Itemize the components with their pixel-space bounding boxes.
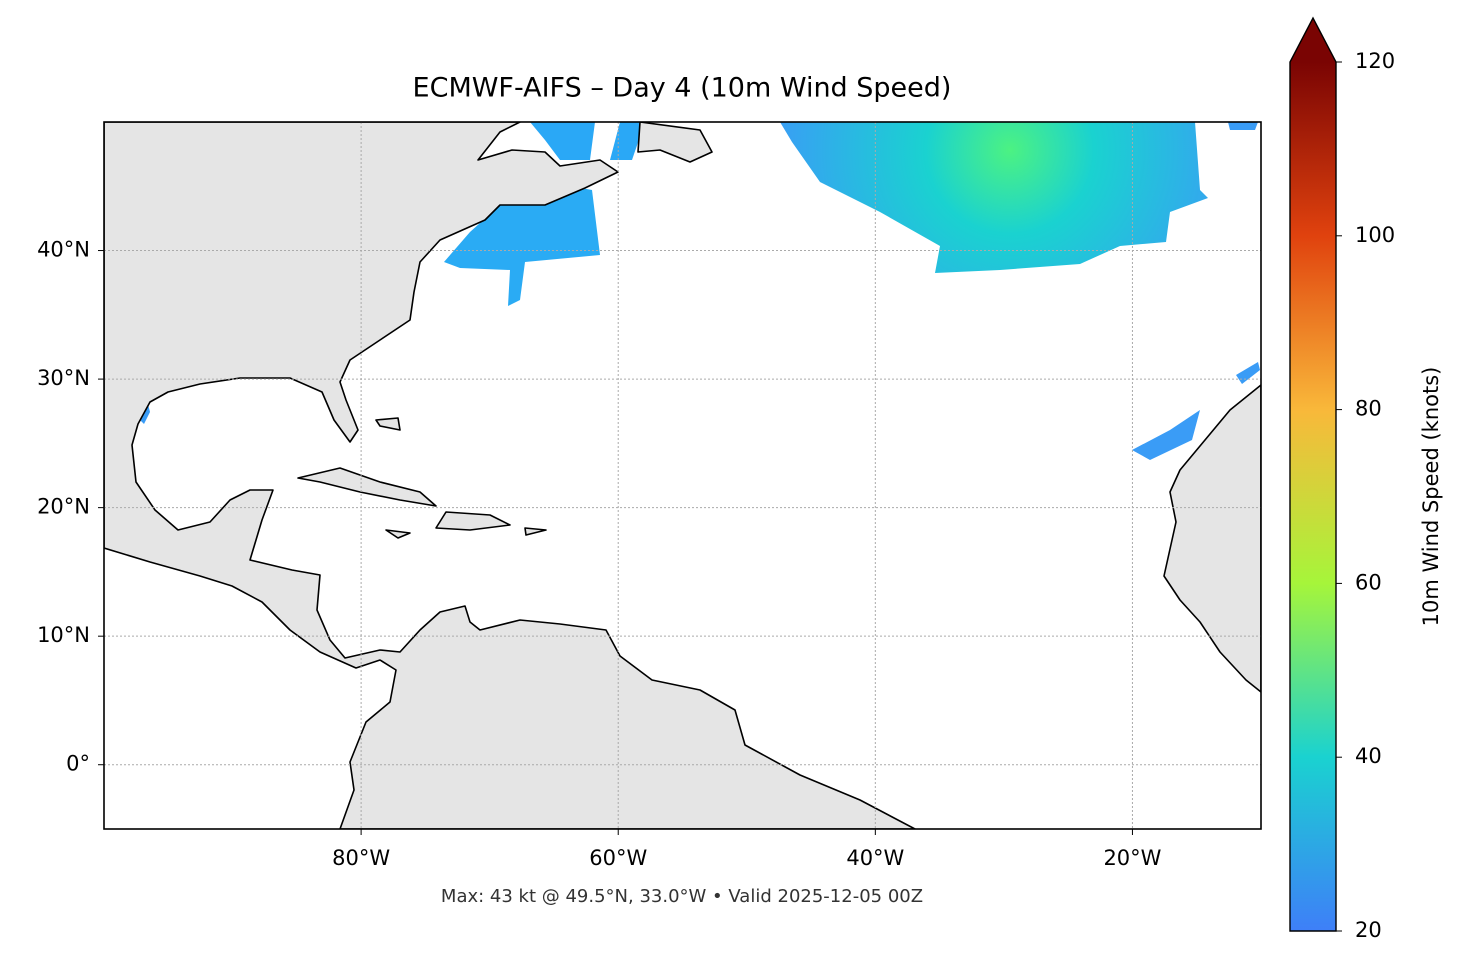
y-tick-label: 40°N [37, 238, 90, 262]
colorbar-tick-label: 20 [1355, 918, 1382, 942]
wind-field [140, 122, 1260, 460]
wind-patch [530, 122, 595, 160]
wind-patch [140, 404, 150, 424]
colorbar-gradient [1290, 62, 1336, 931]
colorbar-tick-label: 120 [1355, 49, 1395, 73]
wind-patch [444, 182, 600, 306]
colorbar-tick-label: 80 [1355, 397, 1382, 421]
colorbar-extension [1290, 18, 1336, 62]
y-tick-label: 30°N [37, 366, 90, 390]
colorbar: 20 40 60 80 100 120 10m Wind Speed (knots) [1289, 16, 1443, 942]
wind-patch [1228, 122, 1258, 130]
colorbar-outline [1289, 16, 1337, 932]
hispaniola [435, 511, 511, 531]
x-tick-label: 20°W [1103, 846, 1161, 870]
y-tick-label: 20°N [37, 495, 90, 519]
wind-patch [780, 122, 1208, 273]
map-title: ECMWF-AIFS – Day 4 (10m Wind Speed) [413, 73, 952, 104]
cuba [297, 467, 437, 507]
wind-patch [610, 122, 645, 160]
x-tick-label: 80°W [332, 846, 390, 870]
bahamas [375, 417, 401, 431]
puerto-rico [524, 527, 547, 536]
newfoundland [637, 122, 713, 163]
colorbar-tick-label: 40 [1355, 744, 1382, 768]
map-area [104, 122, 1261, 829]
x-tick-label: 60°W [589, 846, 647, 870]
colorbar-tick-label: 100 [1355, 223, 1395, 247]
footer-note: Max: 43 kt @ 49.5°N, 33.0°W • Valid 2025… [441, 886, 923, 907]
jamaica [385, 529, 411, 539]
y-tick-label: 0° [66, 752, 90, 776]
wind-patch [1132, 410, 1200, 460]
colorbar-label: 10m Wind Speed (knots) [1419, 367, 1443, 627]
y-tick-label: 10°N [37, 623, 90, 647]
x-tick-label: 40°W [846, 846, 904, 870]
wind-patch [1236, 362, 1260, 384]
map-frame [103, 121, 1262, 830]
graticule [104, 122, 1261, 829]
africa [1163, 384, 1261, 693]
land [104, 122, 1261, 829]
colorbar-tick-label: 60 [1355, 570, 1382, 594]
americas [104, 122, 916, 829]
